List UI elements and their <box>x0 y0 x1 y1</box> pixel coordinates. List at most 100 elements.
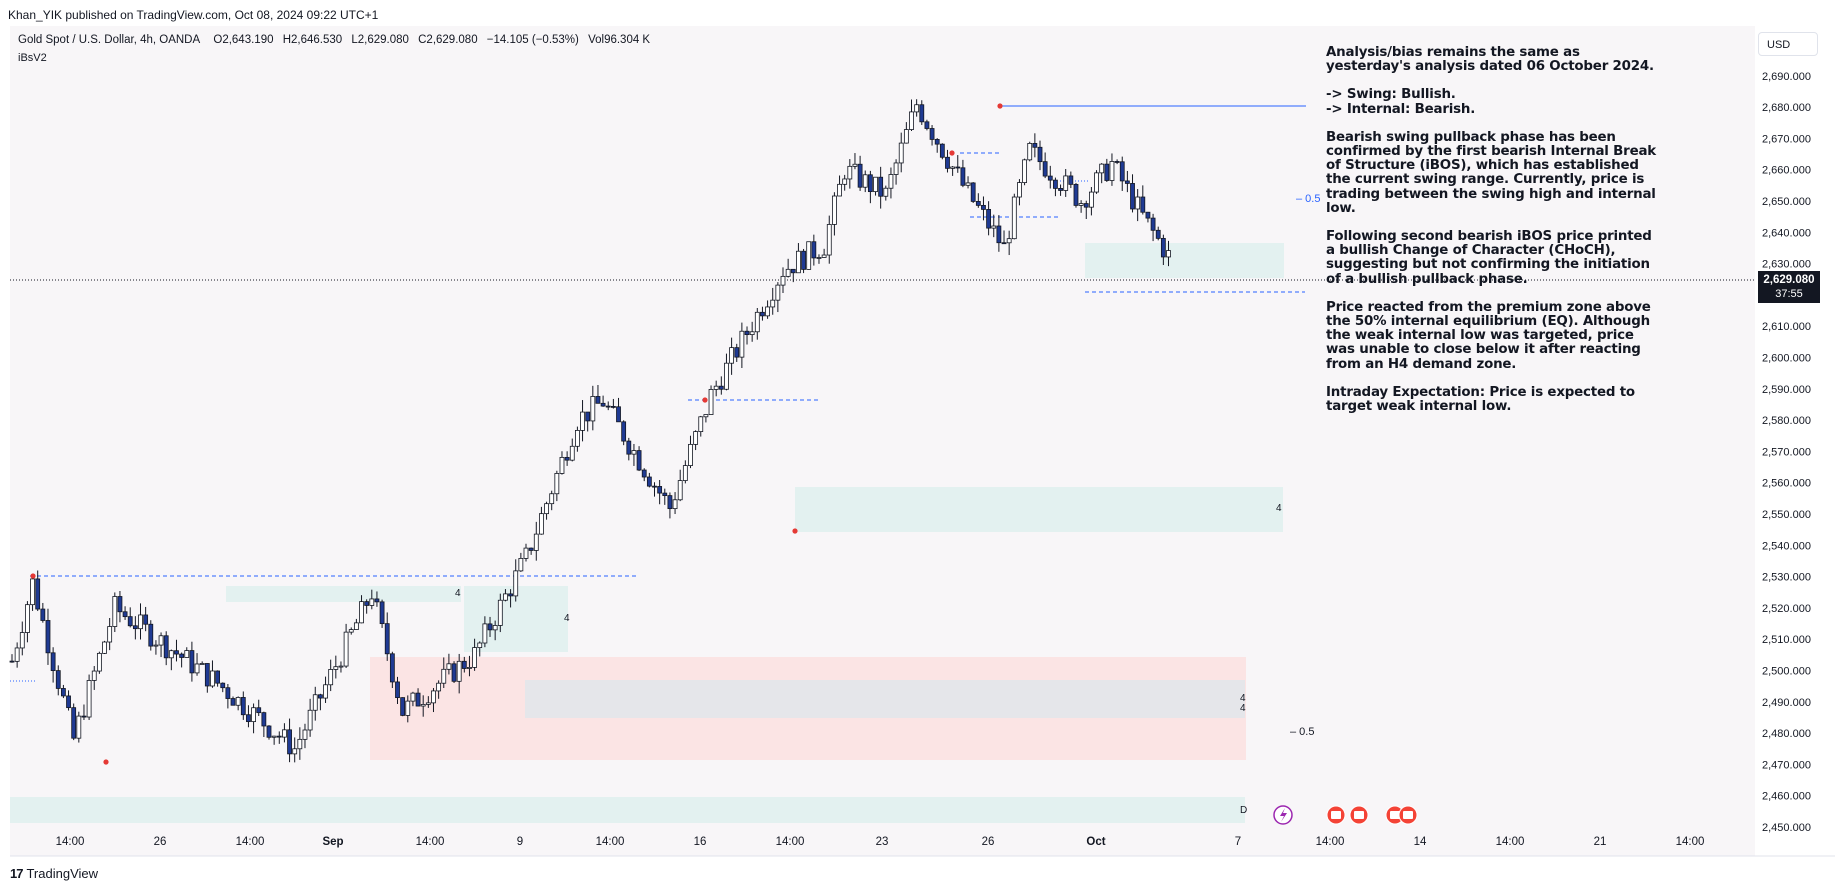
candle-body <box>575 430 580 447</box>
candle-body <box>857 163 863 188</box>
zone-label: 4 <box>564 613 570 624</box>
candle-body <box>132 625 138 630</box>
candle-body <box>867 174 873 193</box>
candle-body <box>240 697 246 716</box>
candle-body <box>585 411 591 422</box>
candle-body <box>929 128 935 140</box>
price-axis[interactable]: 2,700.0002,690.0002,680.0002,670.0002,66… <box>1762 40 1811 835</box>
y-tick-label: 2,650.000 <box>1762 196 1811 208</box>
candle-body <box>760 311 765 317</box>
candle-body <box>189 650 195 674</box>
candle-body <box>343 631 349 667</box>
y-tick-label: 2,560.000 <box>1762 478 1811 490</box>
x-tick-label: Sep <box>322 836 343 848</box>
candle-body <box>168 650 174 659</box>
analysis-paragraph: Intraday Expectation: Price is expected … <box>1326 384 1635 415</box>
candle-body <box>605 405 611 408</box>
candle-body <box>302 729 308 740</box>
candle-body <box>225 687 231 699</box>
candle-body <box>30 578 35 606</box>
candle-body <box>1001 242 1007 245</box>
time-axis[interactable]: 14:00 26 14:00 Sep 14:00 9 14:00 16 14:00 23 26 Oct… <box>56 836 1705 848</box>
candle-body <box>364 601 370 606</box>
candle-body <box>903 129 909 144</box>
equilibrium-label: – 0.5 <box>1290 726 1314 738</box>
candle-body <box>487 623 493 631</box>
candle-body <box>477 642 483 648</box>
candle-body <box>107 626 113 643</box>
candle-body <box>1124 180 1130 184</box>
candle-body <box>1011 196 1017 240</box>
candle-body <box>91 670 97 681</box>
candle-body <box>898 142 904 164</box>
candle-body <box>734 347 740 358</box>
current-price-tag: 2,629.080 37:55 <box>1758 271 1820 303</box>
candle-body <box>66 695 71 709</box>
swing-markers <box>30 103 1003 765</box>
candle-body <box>441 668 447 684</box>
candle-body <box>518 558 524 572</box>
candle-body <box>220 682 226 689</box>
candle-body <box>1140 196 1146 213</box>
symbol-name[interactable]: Gold Spot / U.S. Dollar, 4h, OANDA <box>18 34 201 46</box>
candle-body <box>883 187 889 197</box>
candle-body <box>981 204 986 210</box>
zone-rect <box>226 586 461 602</box>
candle-body <box>1155 229 1161 239</box>
candle-body <box>549 493 555 505</box>
candle-body <box>1166 250 1171 258</box>
y-tick-label: 2,610.000 <box>1762 321 1811 333</box>
x-tick-label: 23 <box>876 836 889 848</box>
candle-body <box>317 694 323 699</box>
candle-body <box>472 647 478 668</box>
candle-body <box>503 593 508 601</box>
candle-body <box>1058 188 1063 191</box>
candle-body <box>621 421 627 442</box>
flag-stripes-icon <box>1331 811 1341 819</box>
candle-body <box>9 660 15 663</box>
swing-point-marker <box>949 150 955 156</box>
candle-body <box>564 456 570 461</box>
candle-body <box>1094 172 1099 193</box>
y-tick-label: 2,570.000 <box>1762 446 1811 458</box>
candle-body <box>86 680 92 718</box>
candle-body <box>112 596 118 627</box>
analysis-paragraph: Analysis/bias remains the same as yester… <box>1326 45 1654 75</box>
candles-layer <box>9 99 1171 763</box>
candle-body <box>50 652 56 672</box>
candle-body <box>1022 159 1027 183</box>
candle-body <box>652 485 657 488</box>
candle-body <box>40 608 46 621</box>
candle-body <box>832 195 837 225</box>
candle-body <box>446 663 452 670</box>
flag-stripes-icon <box>1354 811 1364 819</box>
flag-stripes-icon <box>1403 811 1413 819</box>
y-tick-label: 2,690.000 <box>1762 71 1811 83</box>
candle-body <box>595 396 601 404</box>
candle-body <box>379 601 385 625</box>
candle-body <box>235 697 241 706</box>
candle-body <box>338 665 344 668</box>
candle-body <box>158 635 164 646</box>
candle-body <box>35 578 41 610</box>
analysis-paragraph: -> Swing: Bullish. -> Internal: Bearish. <box>1326 87 1476 117</box>
currency-button[interactable]: USD <box>1758 32 1818 56</box>
candle-body <box>950 166 956 169</box>
x-tick-label: 26 <box>154 836 167 848</box>
change-value: −14.105 (−0.53%) <box>486 34 579 46</box>
candle-body <box>888 174 894 189</box>
candle-body <box>600 402 606 407</box>
indicator-name[interactable]: iBsV2 <box>18 52 47 64</box>
candle-body <box>96 652 102 672</box>
swing-point-marker <box>997 103 1003 109</box>
candle-body <box>739 330 745 358</box>
x-tick-label: 14:00 <box>1676 836 1705 848</box>
tradingview-footer[interactable]: 17 TradingView <box>10 866 98 881</box>
y-tick-label: 2,500.000 <box>1762 666 1811 678</box>
event-icons[interactable] <box>1273 805 1418 825</box>
candle-body <box>770 299 776 308</box>
candle-body <box>194 663 200 674</box>
candle-body <box>76 715 82 739</box>
